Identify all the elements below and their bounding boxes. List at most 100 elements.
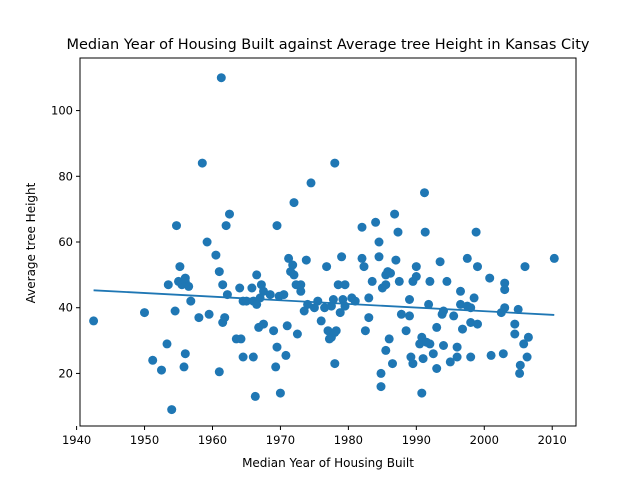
data-point [216, 73, 226, 83]
data-point [272, 221, 282, 231]
data-point [331, 326, 341, 336]
data-point [515, 360, 525, 370]
data-point [500, 278, 510, 288]
data-point [466, 318, 476, 327]
data-point [269, 326, 279, 336]
data-point [248, 352, 258, 362]
data-point [184, 281, 194, 291]
data-point [330, 359, 340, 369]
data-point [220, 313, 230, 323]
data-point [384, 334, 394, 344]
data-point [390, 209, 400, 219]
data-point [330, 158, 340, 168]
data-point [335, 308, 345, 318]
data-point [259, 319, 268, 329]
data-point [357, 222, 367, 232]
data-point [420, 188, 429, 198]
data-point [486, 350, 496, 360]
data-point [275, 388, 285, 398]
data-point [221, 221, 231, 231]
data-point [214, 267, 224, 277]
data-point [523, 332, 533, 342]
data-point [333, 280, 343, 290]
y-tick-label: 40 [58, 301, 73, 315]
y-axis-ticks: 20 40 60 80 100 [51, 104, 80, 380]
trendline [93, 289, 555, 316]
data-point [391, 255, 401, 265]
data-point [175, 262, 185, 272]
data-point [236, 334, 246, 344]
x-tick-label: 1970 [266, 433, 295, 447]
data-point [520, 262, 530, 272]
data-point [456, 286, 465, 296]
data-point [218, 280, 228, 290]
data-point [374, 252, 384, 262]
data-point [466, 352, 476, 362]
data-point [204, 309, 214, 319]
data-point [247, 283, 257, 293]
data-point [289, 198, 299, 208]
x-axis-ticks: 1940 1950 1960 1970 1980 1990 2000 2010 [62, 426, 567, 447]
data-point [473, 262, 482, 272]
data-point [394, 276, 404, 286]
data-point [313, 296, 323, 306]
data-point [157, 365, 166, 375]
data-point [374, 237, 384, 247]
data-point [428, 349, 438, 359]
data-point [252, 270, 262, 280]
data-point [396, 309, 406, 319]
data-point [485, 273, 495, 283]
data-point [458, 324, 467, 334]
data-point [186, 296, 196, 306]
data-point [197, 158, 207, 168]
trendline-group [93, 289, 555, 316]
data-point [337, 252, 347, 262]
y-tick-label: 80 [58, 169, 73, 183]
data-point [281, 350, 291, 360]
data-point [194, 313, 204, 323]
data-point [89, 316, 99, 326]
data-point [328, 295, 338, 304]
data-point [265, 290, 275, 300]
x-tick-label: 1940 [62, 433, 91, 447]
data-point [462, 253, 472, 263]
data-point [388, 359, 397, 369]
data-point [405, 311, 414, 321]
data-point [386, 268, 395, 278]
data-point [364, 313, 374, 323]
x-tick-label: 2010 [538, 433, 567, 447]
data-point [408, 359, 418, 369]
data-point [381, 280, 391, 290]
data-point [211, 250, 221, 260]
data-point [513, 304, 523, 314]
data-point [250, 391, 260, 401]
plot-frame [79, 57, 577, 427]
data-point [500, 285, 510, 295]
data-point [162, 339, 172, 349]
data-point [452, 342, 462, 352]
data-points [89, 73, 559, 415]
data-point [519, 339, 529, 349]
data-point [449, 311, 459, 321]
data-point [469, 293, 479, 303]
x-tick-label: 1960 [198, 433, 227, 447]
x-tick-label: 1980 [334, 433, 363, 447]
y-axis-label: Average tree Height [24, 182, 38, 303]
x-axis-label: Median Year of Housing Built [242, 456, 414, 470]
data-point [445, 357, 455, 367]
data-point [510, 319, 520, 329]
data-point [456, 299, 465, 309]
data-point [360, 326, 370, 336]
data-point [522, 352, 532, 362]
data-point [148, 355, 158, 365]
data-point [376, 382, 386, 392]
data-point [306, 178, 316, 188]
data-point [235, 283, 245, 293]
data-point [296, 286, 306, 296]
x-tick-label: 1950 [130, 433, 159, 447]
data-point [439, 306, 448, 316]
data-point [367, 276, 377, 286]
data-point [515, 368, 525, 378]
data-point [214, 367, 224, 377]
y-tick-label: 100 [51, 104, 73, 118]
